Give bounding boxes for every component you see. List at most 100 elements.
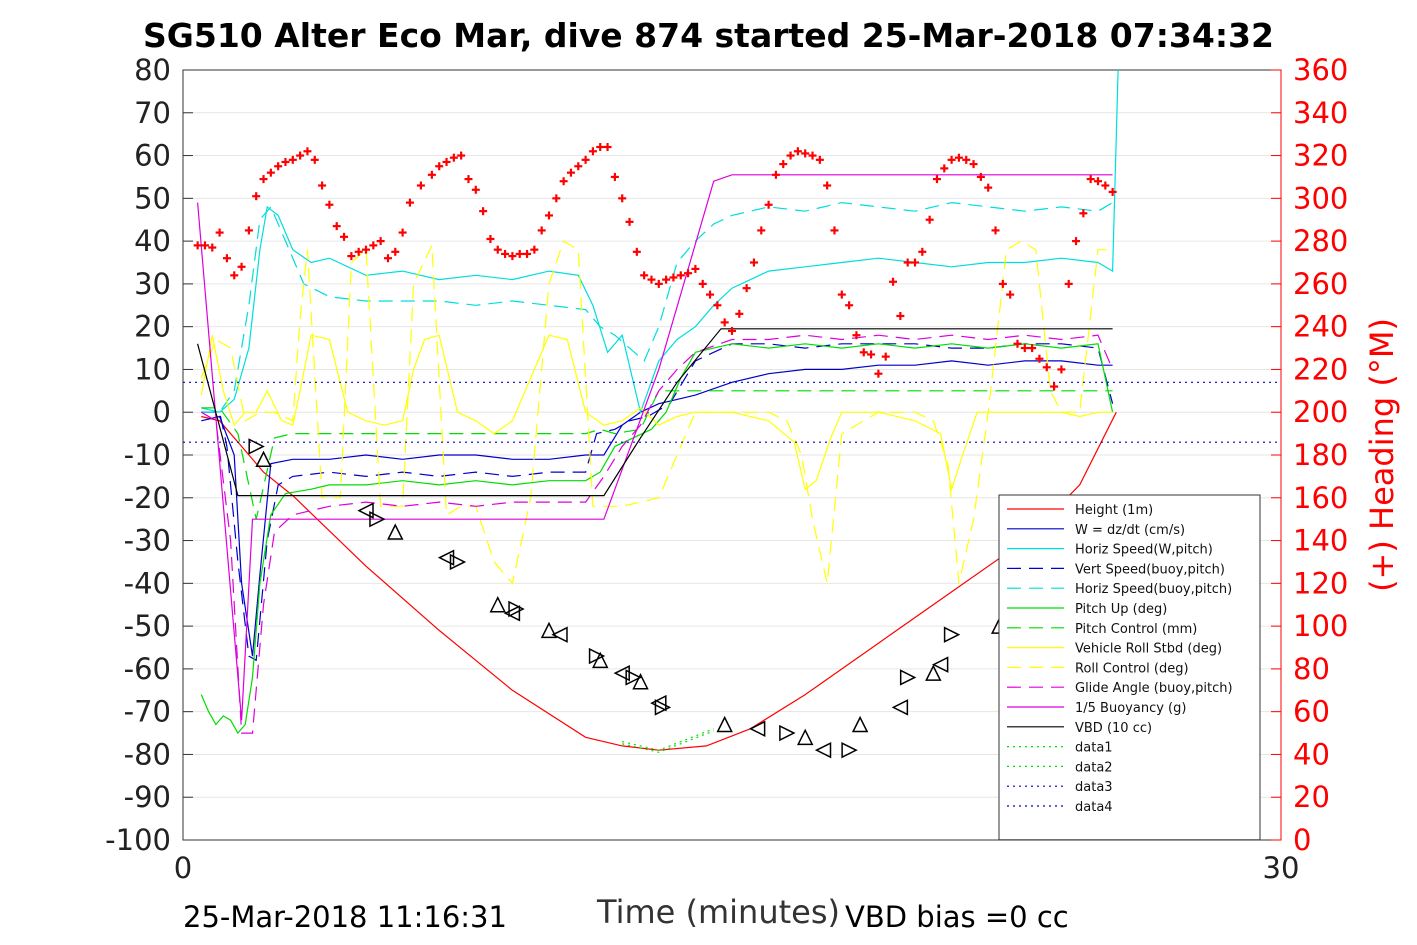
heading-point bbox=[552, 194, 561, 203]
heading-point bbox=[1013, 339, 1022, 348]
depth-marker bbox=[503, 605, 521, 622]
heading-point bbox=[1006, 290, 1015, 299]
heading-point bbox=[376, 237, 385, 246]
y2-tick-label: 140 bbox=[1293, 524, 1348, 558]
y2-tick-label: 180 bbox=[1293, 438, 1348, 472]
heading-point bbox=[684, 269, 693, 278]
heading-point bbox=[230, 271, 239, 280]
heading-point bbox=[881, 352, 890, 361]
y-tick-label: -60 bbox=[124, 652, 171, 686]
depth-marker bbox=[654, 699, 672, 716]
depth-marker bbox=[841, 741, 858, 759]
legend-label-13: data2 bbox=[1075, 760, 1113, 775]
series-line-4 bbox=[201, 201, 1113, 413]
heading-point bbox=[947, 155, 956, 164]
heading-point bbox=[896, 311, 905, 320]
depth-marker bbox=[814, 741, 832, 759]
heading-point bbox=[310, 155, 319, 164]
heading-point bbox=[830, 226, 839, 235]
heading-point bbox=[559, 177, 568, 186]
y-tick-label: -90 bbox=[124, 780, 171, 814]
heading-point bbox=[998, 279, 1007, 288]
heading-point bbox=[749, 258, 758, 267]
series-line-13 bbox=[622, 730, 714, 753]
heading-point bbox=[274, 162, 283, 171]
depth-marker bbox=[779, 724, 796, 742]
depth-marker bbox=[449, 553, 467, 571]
heading-point bbox=[515, 249, 524, 258]
y-tick-label: -40 bbox=[124, 566, 171, 600]
heading-point bbox=[427, 170, 436, 179]
heading-point bbox=[501, 249, 510, 258]
y2-tick-label: 260 bbox=[1293, 267, 1348, 301]
heading-point bbox=[244, 226, 253, 235]
series-line-6 bbox=[201, 390, 1113, 520]
heading-point bbox=[581, 155, 590, 164]
depth-marker bbox=[716, 715, 733, 733]
heading-point bbox=[610, 172, 619, 181]
heading-point bbox=[764, 200, 773, 209]
heading-point bbox=[493, 245, 502, 254]
series-line-1 bbox=[201, 360, 1113, 657]
heading-point bbox=[435, 162, 444, 171]
series-line-10 bbox=[197, 174, 1113, 721]
y-tick-label: 40 bbox=[134, 224, 171, 258]
heading-point bbox=[222, 254, 231, 263]
heading-point bbox=[984, 183, 993, 192]
series-line-11 bbox=[197, 328, 1113, 497]
heading-point bbox=[1020, 344, 1029, 353]
y-tick-label: 0 bbox=[153, 395, 171, 429]
depth-marker bbox=[931, 656, 949, 673]
heading-point bbox=[457, 151, 466, 160]
heading-layer bbox=[193, 143, 1117, 391]
heading-point bbox=[925, 215, 934, 224]
heading-point bbox=[1042, 363, 1051, 372]
y-tick-label: -100 bbox=[105, 823, 171, 857]
y-tick-label: 50 bbox=[134, 181, 171, 215]
y-tick-label: -10 bbox=[124, 438, 171, 472]
heading-point bbox=[874, 369, 883, 378]
heading-point bbox=[713, 301, 722, 310]
depth-marker bbox=[592, 651, 609, 669]
heading-point bbox=[471, 185, 480, 194]
y2-tick-label: 200 bbox=[1293, 395, 1348, 429]
heading-point bbox=[742, 284, 751, 293]
y2-tick-label: 240 bbox=[1293, 310, 1348, 344]
heading-point bbox=[976, 172, 985, 181]
y2-tick-label: 40 bbox=[1293, 737, 1330, 771]
heading-point bbox=[354, 247, 363, 256]
heading-point bbox=[405, 198, 414, 207]
depth-marker bbox=[943, 626, 961, 643]
heading-point bbox=[266, 168, 275, 177]
heading-point bbox=[193, 241, 202, 250]
heading-point bbox=[845, 301, 854, 310]
heading-point bbox=[252, 192, 261, 201]
heading-point bbox=[215, 228, 224, 237]
legend-label-8: Roll Control (deg) bbox=[1075, 661, 1189, 676]
heading-point bbox=[735, 309, 744, 318]
heading-point bbox=[523, 249, 532, 258]
depth-marker bbox=[632, 673, 649, 690]
depth-marker bbox=[551, 626, 568, 643]
series-layer bbox=[183, 69, 1281, 753]
heading-point bbox=[1086, 175, 1095, 184]
depth-marker bbox=[248, 438, 265, 455]
heading-point bbox=[288, 155, 297, 164]
heading-point bbox=[603, 143, 612, 151]
y2-tick-label: 100 bbox=[1293, 609, 1348, 643]
legend-label-0: Height (1m) bbox=[1075, 503, 1153, 518]
heading-point bbox=[823, 181, 832, 190]
chart-title: SG510 Alter Eco Mar, dive 874 started 25… bbox=[143, 16, 1274, 55]
heading-point bbox=[625, 217, 634, 226]
heading-point bbox=[669, 273, 678, 282]
heading-point bbox=[1079, 209, 1088, 218]
heading-point bbox=[391, 247, 400, 256]
depth-marker bbox=[925, 664, 942, 681]
axis-layer: 80706050403020100-10-20-30-40-50-60-70-8… bbox=[105, 53, 1401, 885]
heading-point bbox=[1028, 344, 1037, 353]
heading-point bbox=[867, 350, 876, 359]
y-tick-label: 80 bbox=[134, 53, 171, 87]
heading-point bbox=[208, 243, 217, 252]
heading-point bbox=[815, 155, 824, 164]
heading-point bbox=[662, 275, 671, 284]
